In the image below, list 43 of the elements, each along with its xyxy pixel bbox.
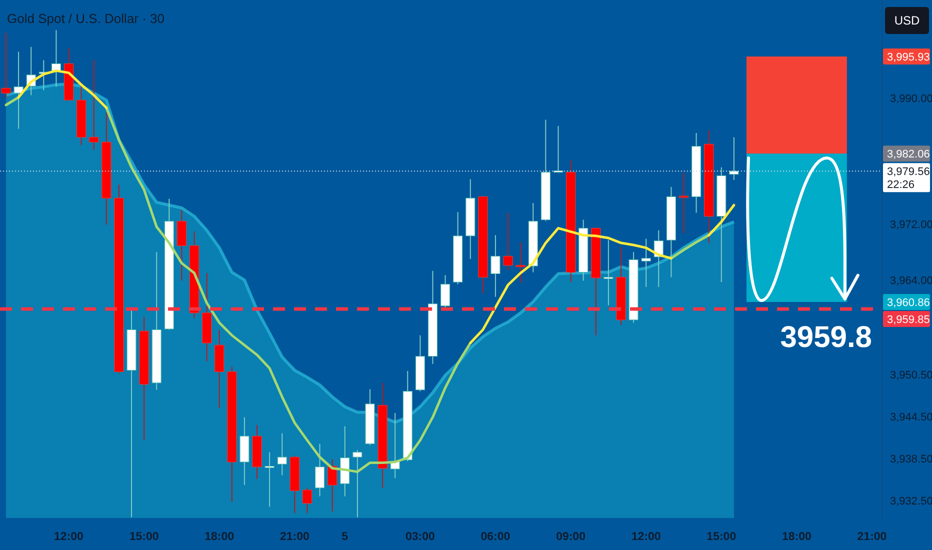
candlestick	[264, 452, 274, 508]
x-tick-label: 09:00	[556, 531, 586, 543]
y-tick-label: 3,950.50	[890, 369, 932, 382]
x-tick-label: 18:00	[782, 531, 812, 543]
text: 3,960.86	[887, 296, 930, 309]
x-tick-label: 18:00	[204, 531, 234, 543]
x-tick-label: 12:00	[54, 531, 84, 543]
y-tick-label: 3,964.00	[890, 274, 932, 287]
y-tick-label: 3,972.00	[890, 218, 932, 231]
text: Gold Spot / U.S. Dollar · 30	[7, 11, 165, 26]
y-axis-title: USD	[894, 14, 920, 28]
candlestick	[641, 238, 651, 288]
candlestick	[277, 432, 287, 476]
candlestick	[516, 242, 526, 284]
candlestick	[490, 234, 500, 298]
candlestick	[302, 487, 312, 514]
y-tick-label: 3,938.50	[890, 453, 932, 466]
candlestick	[503, 212, 513, 271]
text: 3,982.06	[887, 148, 930, 160]
candlestick	[1, 32, 11, 98]
y-tick-label: 3,944.50	[890, 411, 932, 424]
x-tick-label: 15:00	[706, 531, 736, 543]
text: 22:26	[887, 178, 915, 191]
x-tick-label: 21:00	[857, 531, 887, 543]
x-tick-label: 15:00	[129, 531, 159, 543]
y-tick-label: 3,932.50	[890, 495, 932, 508]
candlestick	[352, 450, 362, 518]
candlestick	[729, 136, 739, 180]
candlestick	[678, 172, 689, 234]
ref-line-label: 3,959.85	[887, 314, 930, 326]
annotation: 3959.8	[780, 321, 872, 354]
candlestick	[314, 443, 325, 497]
x-tick-label: 5	[342, 531, 349, 543]
y-tick-label: 3,990.00	[890, 92, 932, 105]
candlestick	[604, 240, 614, 306]
text: 3,995.93	[887, 51, 930, 64]
candlestick	[89, 60, 99, 150]
x-tick-label: 06:00	[480, 531, 510, 543]
x-tick-label: 21:00	[280, 531, 310, 543]
ref-line-label: 3,979.56	[887, 166, 930, 178]
x-tick-label: 03:00	[405, 531, 435, 543]
candlestick	[14, 51, 24, 130]
x-tick-label: 12:00	[631, 531, 661, 543]
